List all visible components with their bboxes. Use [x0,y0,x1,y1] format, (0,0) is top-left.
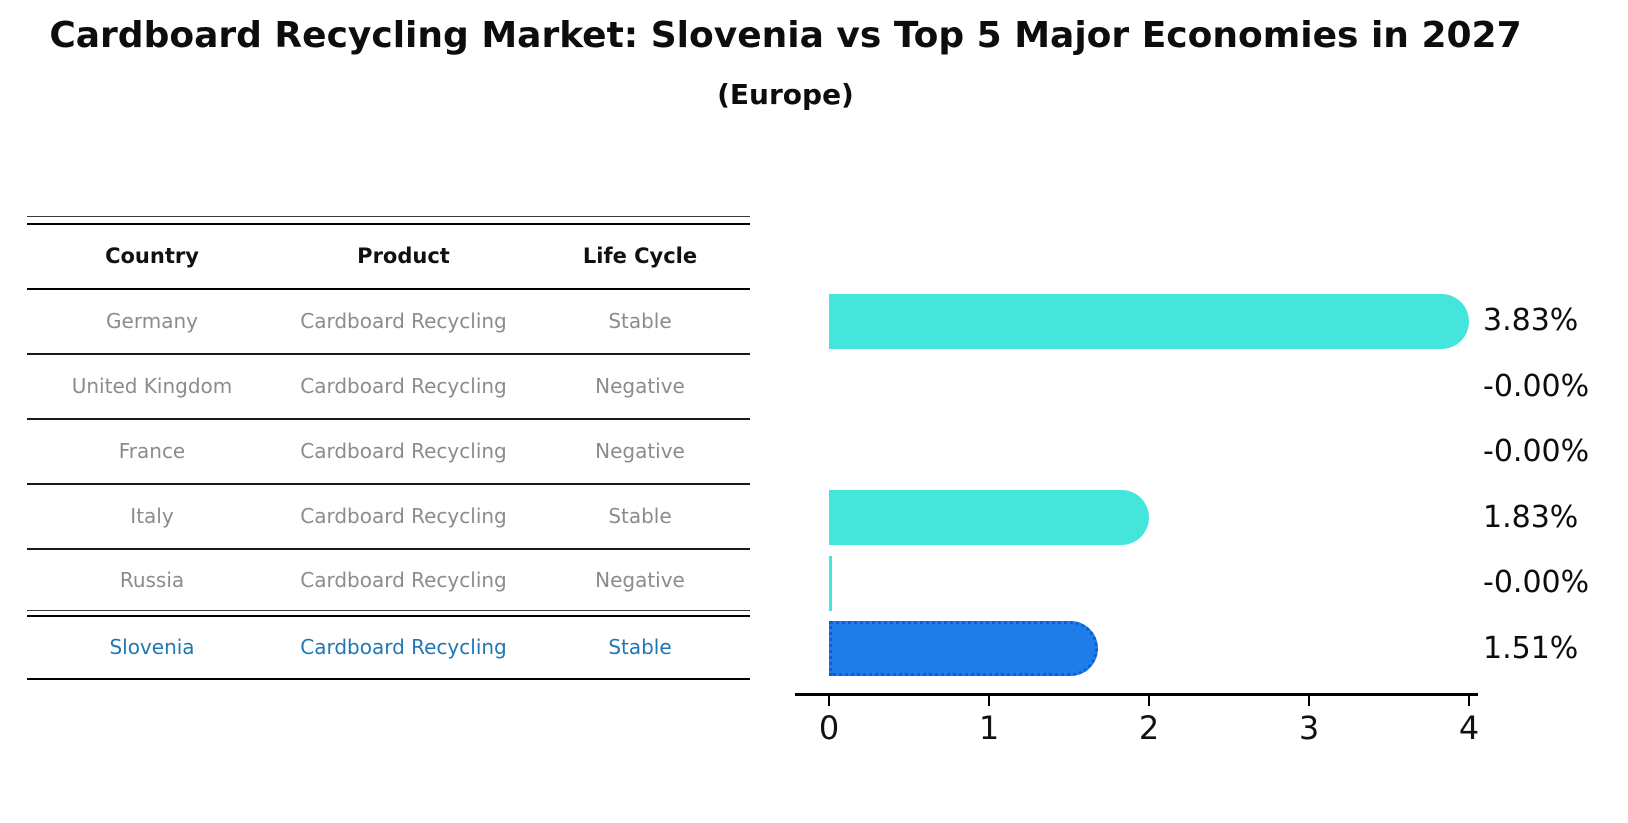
x-tick-2 [1148,696,1150,706]
x-tick-0 [828,696,830,706]
value-label-russia: -0.00% [1483,565,1590,600]
cell-country: Italy [130,504,174,528]
cell-product: Cardboard Recycling [300,635,507,659]
cell-product: Cardboard Recycling [300,504,507,528]
value-label-united-kingdom: -0.00% [1483,368,1590,404]
cell-life-cycle: Stable [608,309,672,333]
value-label-germany: 3.83% [1483,303,1579,338]
chart-title: Cardboard Recycling Market: Slovenia vs … [49,15,1522,56]
cell-country: Germany [106,309,198,333]
bar-italy [829,490,1150,545]
table-top-line-inner [27,223,750,225]
cell-product: Cardboard Recycling [300,374,507,398]
table-header-row: Country Product Life Cycle [27,225,750,288]
cell-country: France [118,439,186,463]
x-tick-3 [1308,696,1310,706]
cell-product: Cardboard Recycling [300,309,507,333]
highlight-divider-inner [27,614,750,617]
x-tick-label-3: 3 [1298,709,1320,747]
value-label-italy: 1.83% [1483,499,1579,535]
country-table: Country Product Life Cycle Germany Cardb… [27,216,750,680]
x-tick-4 [1468,696,1470,706]
value-label-france: -0.00% [1483,434,1590,469]
x-tick-label-2: 2 [1138,709,1160,747]
x-tick-1 [988,696,990,706]
cell-country: Slovenia [109,635,195,659]
table-row-united-kingdom: United Kingdom Cardboard Recycling Negat… [27,355,750,420]
x-tick-label-0: 0 [818,709,840,747]
x-axis-line [795,693,1478,696]
cell-country: United Kingdom [71,374,233,398]
bar-slovenia [829,621,1099,676]
header-divider [27,287,750,290]
cell-product: Cardboard Recycling [300,567,507,592]
header-life-cycle: Life Cycle [582,244,698,269]
table-row-italy: Italy Cardboard Recycling Stable [27,485,750,550]
header-country: Country [105,244,199,269]
table-top-line-outer [27,216,750,217]
x-tick-label-4: 4 [1458,709,1480,747]
table-row-germany: Germany Cardboard Recycling Stable [27,290,750,355]
cell-life-cycle: Negative [595,374,685,398]
table-row-france: France Cardboard Recycling Negative [27,420,750,485]
chart-subtitle: (Europe) [717,78,854,111]
cell-product: Cardboard Recycling [300,439,507,463]
value-label-slovenia: 1.51% [1483,630,1579,666]
header-product: Product [357,244,450,269]
cell-country: Russia [119,567,185,592]
bar-germany [829,293,1470,349]
table-row-slovenia: Slovenia Cardboard Recycling Stable [27,617,750,680]
table-row-russia: Russia Cardboard Recycling Negative [27,550,750,610]
cell-life-cycle: Stable [608,504,672,528]
x-tick-label-1: 1 [978,709,1000,747]
cell-life-cycle: Negative [595,567,685,592]
bar-russia [829,555,832,611]
cell-life-cycle: Negative [595,439,685,463]
cell-life-cycle: Stable [608,635,672,659]
highlight-divider-outer [27,609,750,611]
